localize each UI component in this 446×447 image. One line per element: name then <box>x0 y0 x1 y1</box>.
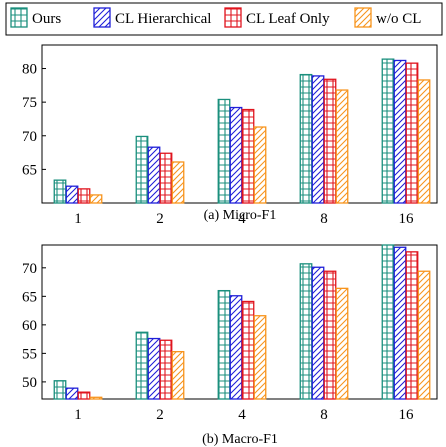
y-tick-label: 70 <box>22 261 37 277</box>
bar <box>171 161 185 204</box>
x-tick-label: 2 <box>156 211 164 227</box>
bar <box>241 108 255 204</box>
bar <box>417 270 431 400</box>
bar <box>393 246 407 400</box>
panel-macro-f1: 50 55 60 65 70 1 2 4 8 16 (b) Macro-F1 <box>22 244 438 447</box>
x-tick-label: 8 <box>320 407 328 423</box>
x-tick-label: 4 <box>238 211 246 227</box>
y-tick-label: 55 <box>22 346 37 362</box>
legend-swatch <box>10 7 28 28</box>
y-tick-label: 65 <box>22 289 37 305</box>
bar <box>53 179 67 204</box>
bar <box>405 62 419 204</box>
y-tick-label: 80 <box>22 62 37 78</box>
legend-label: w/o CL <box>376 11 421 27</box>
bar <box>53 380 67 400</box>
legend-item: w/o CL <box>354 7 421 28</box>
panel-micro-f1: 65 70 75 80 1 2 4 8 16 (a) Micro-F1 <box>22 44 438 227</box>
legend-label: CL Hierarchical <box>115 11 211 27</box>
y-tick-label: 65 <box>22 162 37 178</box>
legend-item: CL Hierarchical <box>93 7 211 28</box>
bar <box>393 59 407 204</box>
legend-swatch <box>224 7 242 28</box>
y-tick-label: 50 <box>22 375 37 391</box>
bar <box>381 58 395 204</box>
bar <box>77 391 91 400</box>
bar <box>89 396 103 400</box>
bar <box>299 73 313 204</box>
bar <box>253 126 267 204</box>
bar <box>217 289 231 400</box>
bar <box>229 106 243 204</box>
legend-swatch <box>354 7 372 28</box>
bar <box>65 387 79 400</box>
bar <box>417 79 431 204</box>
x-tick-label: 4 <box>238 407 246 423</box>
bar <box>299 263 313 400</box>
legend-label: CL Leaf Only <box>246 11 330 27</box>
legend-item: Ours <box>10 7 61 28</box>
bar <box>229 295 243 400</box>
bar <box>89 194 103 204</box>
bar <box>147 146 161 204</box>
bar <box>147 337 161 400</box>
x-tick-label: 8 <box>320 211 328 227</box>
bar <box>381 244 395 400</box>
y-tick-label: 70 <box>22 129 37 145</box>
bar <box>335 89 349 204</box>
x-tick-label: 2 <box>156 407 164 423</box>
bar <box>405 251 419 400</box>
bar <box>171 351 185 400</box>
bar <box>335 287 349 400</box>
bar <box>311 75 325 204</box>
bar <box>323 78 337 204</box>
legend-swatch <box>93 7 111 28</box>
legend: Ours CL Hierarchical CL Leaf Only w/o CL <box>5 2 443 36</box>
y-tick-label: 75 <box>22 95 37 111</box>
bar <box>253 315 267 400</box>
bar <box>241 300 255 400</box>
panel-title: (b) Macro-F1 <box>202 432 278 447</box>
legend-item: CL Leaf Only <box>224 7 330 28</box>
bar <box>135 135 149 204</box>
bar <box>217 98 231 204</box>
x-tick-label: 1 <box>74 407 82 423</box>
bar <box>65 185 79 204</box>
bar <box>323 270 337 400</box>
y-tick-label: 60 <box>22 318 37 334</box>
legend-label: Ours <box>32 11 61 27</box>
x-tick-label: 16 <box>399 211 415 227</box>
bar <box>159 339 173 400</box>
bar <box>311 266 325 400</box>
bar <box>77 188 91 204</box>
x-tick-label: 1 <box>74 211 82 227</box>
bar <box>159 152 173 204</box>
x-tick-label: 16 <box>399 407 415 423</box>
panel-title: (a) Micro-F1 <box>204 208 277 223</box>
bar <box>135 331 149 400</box>
